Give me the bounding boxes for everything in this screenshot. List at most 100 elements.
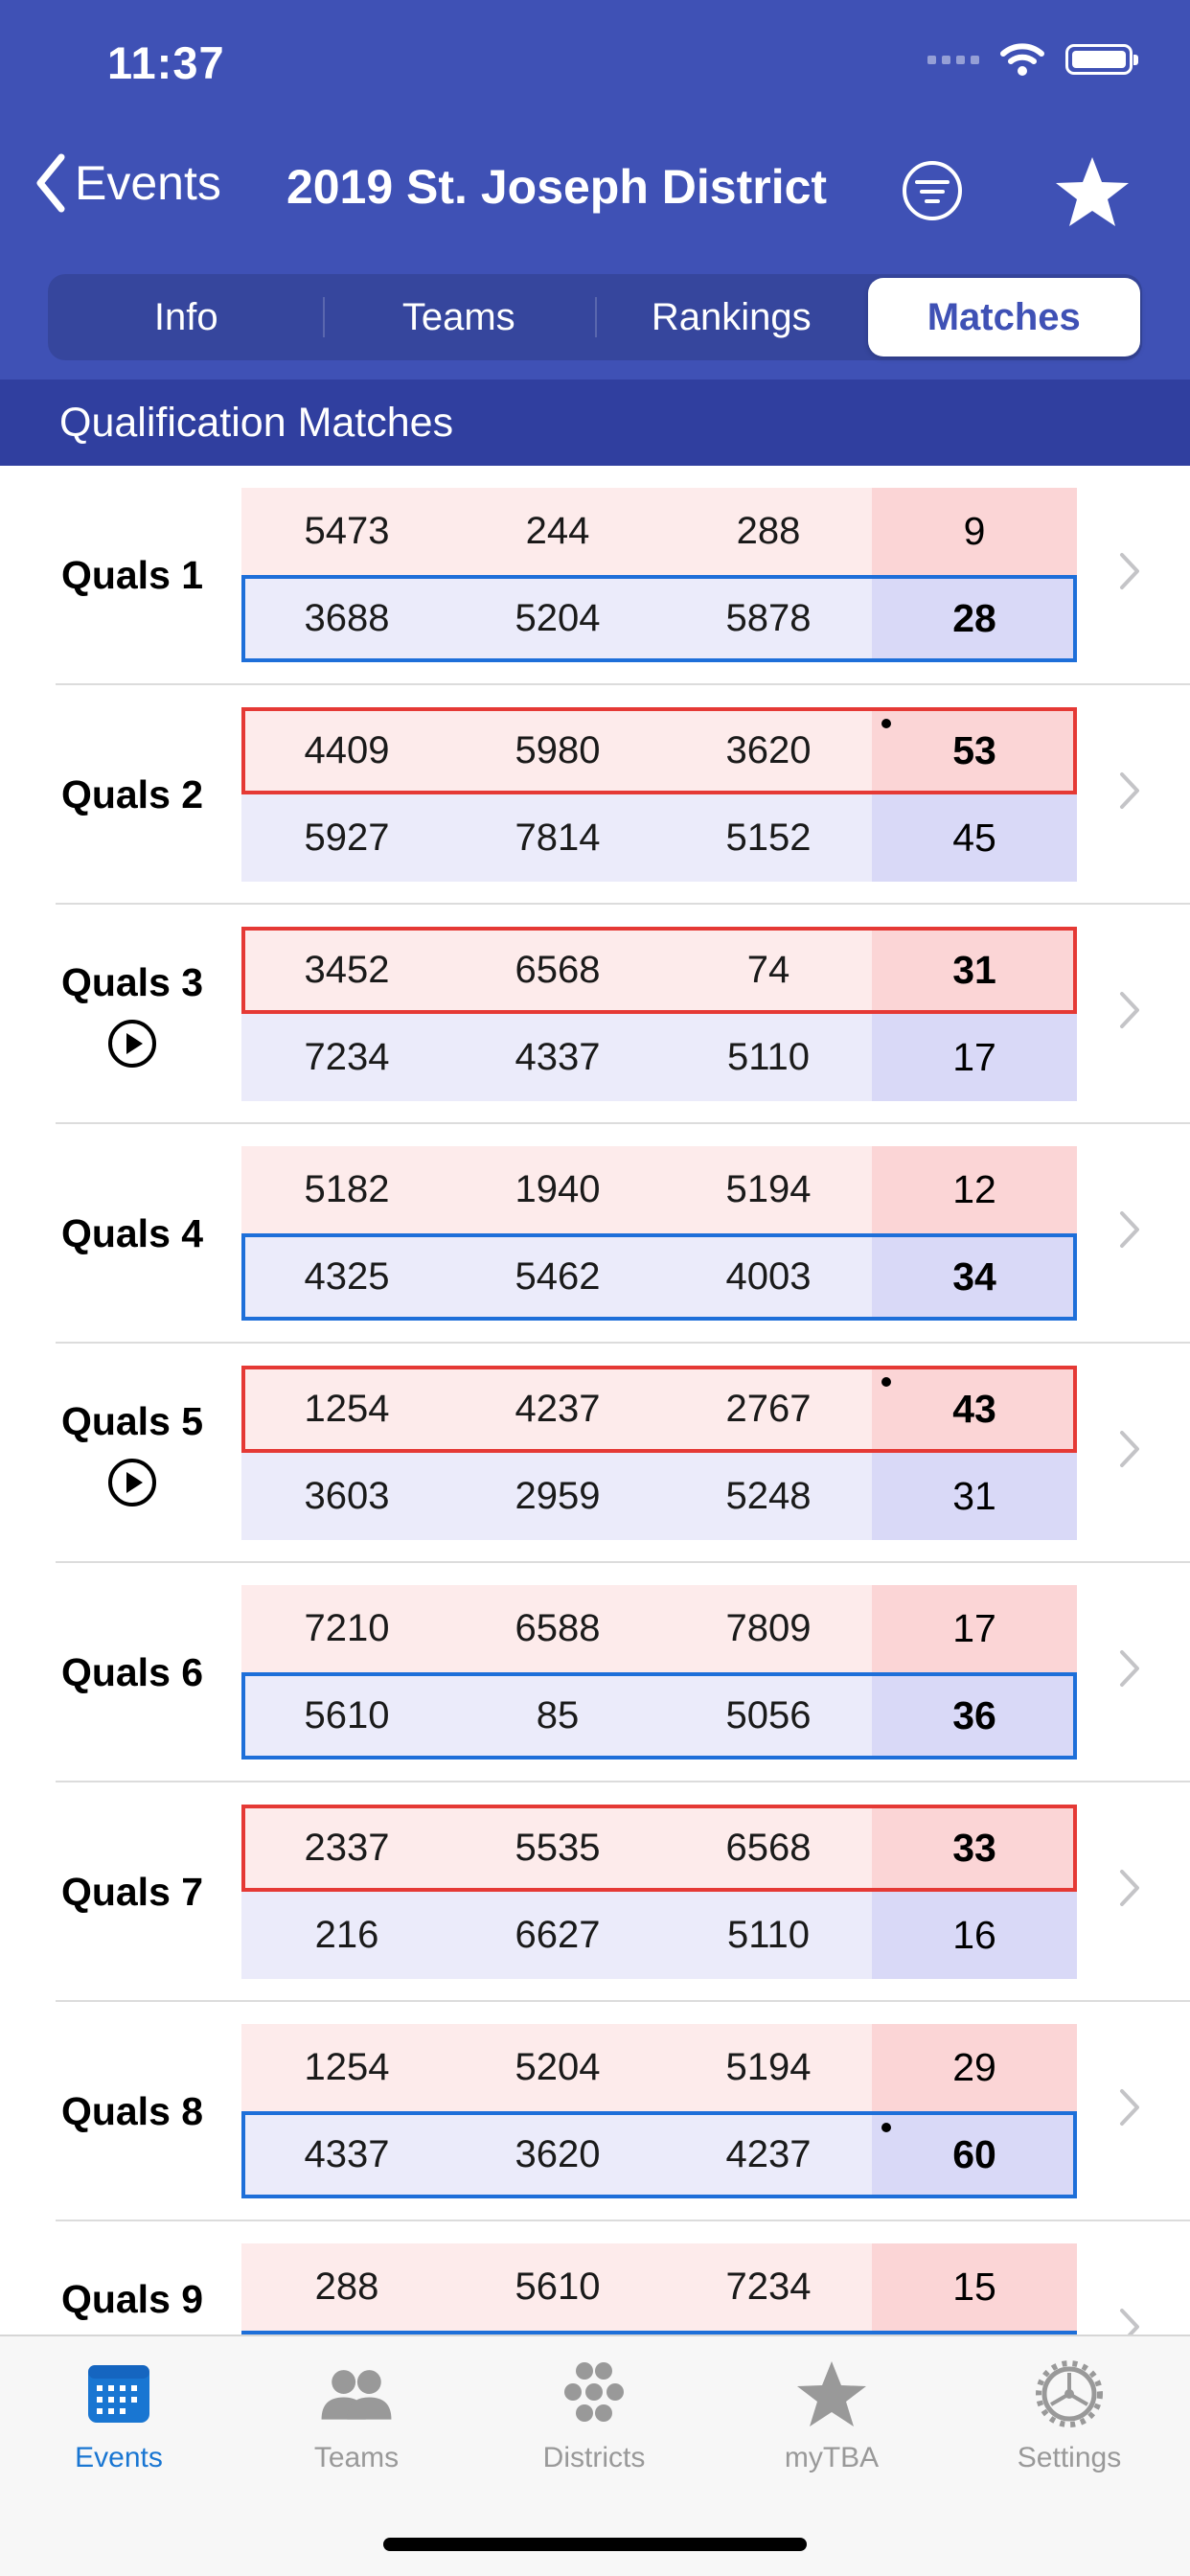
team-number[interactable]: 3620 (515, 2133, 601, 2175)
match-row[interactable]: Quals 2 4409 5980 3620 53 5927 7814 5152 45 (0, 685, 1190, 905)
team-number[interactable]: 4325 (304, 1255, 390, 1298)
team-number[interactable]: 7210 (304, 1607, 390, 1649)
team-number[interactable]: 3620 (725, 729, 812, 771)
segment-matches[interactable]: Matches (867, 278, 1140, 356)
segment-teams[interactable]: Teams (322, 278, 596, 356)
favorite-star-icon[interactable] (1054, 153, 1131, 230)
team-number[interactable]: 2959 (515, 1475, 601, 1517)
chevron-left-icon (36, 153, 65, 213)
team-number[interactable]: 4409 (304, 729, 390, 771)
team-number[interactable]: 5152 (725, 816, 812, 859)
play-video-icon[interactable] (107, 1019, 157, 1069)
match-name-cell: Quals 3 (19, 905, 245, 1124)
team-number[interactable]: 5056 (725, 1694, 812, 1736)
team-number[interactable]: 5878 (725, 597, 812, 639)
tab-districts[interactable]: Districts (475, 2359, 713, 2474)
team-number[interactable]: 7809 (725, 1607, 812, 1649)
ranking-point-dot (881, 719, 891, 728)
match-row[interactable]: Quals 8 1254 5204 5194 29 4337 3620 4237 60 (0, 2002, 1190, 2221)
segment-info[interactable]: Info (153, 296, 218, 338)
team-number[interactable]: 3688 (304, 597, 390, 639)
match-list: Quals 1 5473 244 288 9 3688 5204 5878 28 Quals 2 4… (0, 466, 1190, 2334)
team-number[interactable]: 7234 (725, 2266, 812, 2308)
team-number[interactable]: 5194 (725, 2046, 812, 2088)
back-button[interactable]: Events (34, 153, 221, 213)
blue-score (872, 2331, 1077, 2334)
tab-events[interactable]: Events (0, 2359, 238, 2474)
segment-rankings[interactable]: Rankings (595, 278, 868, 356)
home-indicator (383, 2538, 807, 2551)
team-number[interactable]: 5248 (725, 1475, 812, 1517)
blue-score: 34 (872, 1233, 1077, 1321)
team-number[interactable]: 3603 (304, 1475, 390, 1517)
team-number[interactable]: 3452 (304, 949, 390, 991)
red-score: 15 (872, 2243, 1077, 2331)
team-number[interactable]: 5204 (515, 597, 601, 639)
team-number[interactable]: 2767 (725, 1388, 812, 1430)
team-number[interactable]: 7234 (304, 1036, 390, 1078)
match-row[interactable]: Quals 3 3452 6568 74 31 7234 4337 5110 17 (0, 905, 1190, 1124)
team-number[interactable]: 5182 (304, 1168, 390, 1210)
team-number[interactable]: 74 (746, 949, 790, 991)
tab-label: Teams (313, 2442, 400, 2473)
team-number[interactable]: 6568 (515, 949, 601, 991)
team-number[interactable]: 5610 (515, 2266, 601, 2308)
chevron-right-icon (1120, 2089, 1139, 2126)
team-number[interactable]: 4237 (515, 1388, 601, 1430)
team-number[interactable]: 288 (314, 2266, 379, 2308)
team-number[interactable]: 5980 (515, 729, 601, 771)
team-number[interactable]: 5110 (726, 1036, 810, 1078)
tab-settings[interactable]: Settings (950, 2359, 1188, 2474)
alliance-grid: 5473 244 288 9 3688 5204 5878 28 (241, 488, 1077, 662)
team-number[interactable]: 244 (525, 510, 590, 552)
team-number[interactable]: 1254 (304, 2046, 390, 2088)
match-row[interactable]: Quals 7 2337 5535 6568 33 216 6627 5110 16 (0, 1782, 1190, 2002)
team-number[interactable]: 5927 (304, 816, 390, 859)
team-number[interactable]: 4003 (725, 1255, 812, 1298)
tab-mytba[interactable]: myTBA (713, 2359, 950, 2474)
match-row[interactable]: Quals 1 5473 244 288 9 3688 5204 5878 28 (0, 466, 1190, 685)
match-row[interactable]: Quals 5 1254 4237 2767 43 3603 2959 5248 31 (0, 1344, 1190, 1563)
match-row[interactable]: Quals 9 288 5610 7234 15 (0, 2221, 1190, 2334)
alliance-grid: 7210 6588 7809 17 5610 85 5056 36 (241, 1585, 1077, 1760)
team-number[interactable]: 4237 (725, 2133, 812, 2175)
team-number[interactable]: 216 (314, 1914, 379, 1956)
red-alliance: 4409 5980 3620 53 (241, 707, 1077, 794)
team-number[interactable]: 4337 (515, 1036, 601, 1078)
match-row[interactable]: Quals 6 7210 6588 7809 17 5610 85 5056 36 (0, 1563, 1190, 1782)
team-number[interactable]: 6568 (725, 1827, 812, 1869)
team-number[interactable]: 5194 (725, 1168, 812, 1210)
play-video-icon[interactable] (107, 1458, 157, 1507)
team-number[interactable]: 5535 (515, 1827, 601, 1869)
match-name-cell: Quals 8 (19, 2002, 245, 2221)
red-score: 17 (872, 1585, 1077, 1672)
team-number[interactable]: 85 (536, 1694, 580, 1736)
team-number[interactable]: 6627 (515, 1914, 601, 1956)
calendar-icon (88, 2365, 149, 2423)
match-name: Quals 4 (60, 1211, 204, 1255)
team-number[interactable]: 2337 (304, 1827, 390, 1869)
filter-icon[interactable] (901, 159, 964, 222)
chevron-right-icon (1120, 2309, 1139, 2334)
blue-score: 45 (872, 794, 1077, 882)
match-name-cell: Quals 9 (19, 2221, 245, 2334)
team-number[interactable]: 5473 (304, 510, 390, 552)
team-number[interactable]: 5610 (304, 1694, 390, 1736)
match-row[interactable]: Quals 4 5182 1940 5194 12 4325 5462 4003 34 (0, 1124, 1190, 1344)
team-number[interactable]: 1254 (304, 1388, 390, 1430)
cellular-signal-icon (927, 55, 979, 64)
chevron-right-icon (1120, 1431, 1139, 1467)
team-number[interactable]: 5462 (515, 1255, 601, 1298)
team-number[interactable]: 6588 (515, 1607, 601, 1649)
team-number[interactable]: 1940 (515, 1168, 601, 1210)
section-header: Qualification Matches (0, 380, 1190, 466)
tab-teams[interactable]: Teams (238, 2359, 475, 2474)
team-number[interactable]: 4337 (304, 2133, 390, 2175)
status-time: 11:37 (107, 37, 225, 88)
match-name: Quals 5 (60, 1399, 204, 1443)
team-number[interactable]: 5204 (515, 2046, 601, 2088)
team-number[interactable]: 5110 (726, 1914, 810, 1956)
team-number[interactable]: 288 (736, 510, 801, 552)
team-number[interactable]: 7814 (515, 816, 601, 859)
status-indicators (927, 42, 1138, 77)
